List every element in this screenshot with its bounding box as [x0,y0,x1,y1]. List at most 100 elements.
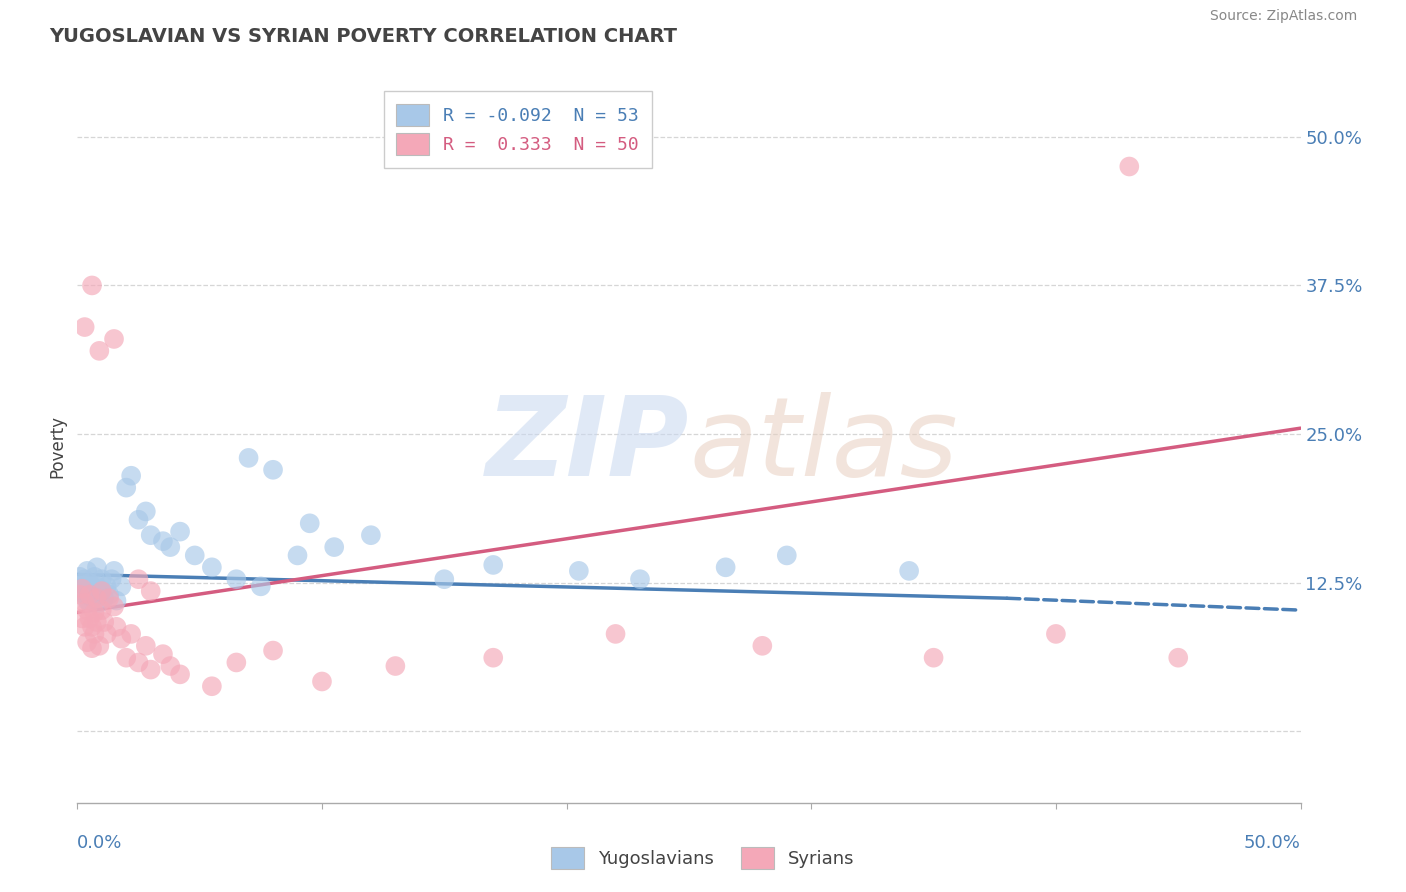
Point [115,650,138,665]
Point [127,513,149,527]
Point [103,332,125,346]
Point [73,572,96,586]
Point [323,540,346,554]
Point [73,320,96,334]
Text: 0.0%: 0.0% [77,834,122,852]
Point [70,575,93,590]
Point [76,593,98,607]
Text: ZIP: ZIP [485,392,689,500]
Point [1167,650,1189,665]
Point [103,564,125,578]
Point [103,599,125,614]
Point [105,593,128,607]
Point [135,504,157,518]
Point [110,579,132,593]
Point [922,650,945,665]
Point [384,659,406,673]
Point [201,679,224,693]
Point [76,635,98,649]
Point [776,549,799,563]
Point [238,450,260,465]
Point [100,572,122,586]
Point [225,656,247,670]
Point [70,582,93,596]
Point [76,564,98,578]
Point [311,674,333,689]
Point [98,591,121,606]
Legend: R = -0.092  N = 53, R =  0.333  N = 50: R = -0.092 N = 53, R = 0.333 N = 50 [384,91,651,168]
Point [159,659,181,673]
Point [360,528,382,542]
Point [70,611,93,625]
Point [79,575,101,590]
Point [714,560,737,574]
Point [169,667,191,681]
Point [262,643,284,657]
Point [898,564,921,578]
Point [83,606,105,620]
Point [90,584,112,599]
Point [79,596,101,610]
Point [127,656,149,670]
Text: 50.0%: 50.0% [1244,834,1301,852]
Point [86,588,108,602]
Point [89,639,111,653]
Point [79,588,101,602]
Y-axis label: Poverty: Poverty [48,415,66,477]
Point [482,558,505,572]
Point [96,579,118,593]
Point [86,579,108,593]
Point [73,579,96,593]
Point [110,632,132,646]
Legend: Yugoslavians, Syrians: Yugoslavians, Syrians [543,838,863,879]
Point [152,647,174,661]
Point [73,588,96,602]
Point [120,468,142,483]
Point [86,560,108,574]
Point [86,591,108,606]
Text: atlas: atlas [689,392,957,500]
Point [80,641,103,656]
Point [287,549,309,563]
Point [83,584,105,599]
Point [89,596,111,610]
Point [76,603,98,617]
Point [184,549,207,563]
Point [139,663,162,677]
Point [628,572,651,586]
Point [73,620,96,634]
Point [152,534,174,549]
Point [80,591,103,606]
Point [1045,627,1067,641]
Point [90,572,112,586]
Point [250,579,273,593]
Point [225,572,247,586]
Point [80,579,103,593]
Point [98,588,121,602]
Point [93,615,115,629]
Point [169,524,191,539]
Point [80,620,103,634]
Point [115,481,138,495]
Point [135,639,157,653]
Point [605,627,627,641]
Point [568,564,591,578]
Point [69,570,91,584]
Point [96,627,118,641]
Point [83,627,105,641]
Point [120,627,142,641]
Point [80,278,103,293]
Point [482,650,505,665]
Point [127,572,149,586]
Point [139,584,162,599]
Point [201,560,224,574]
Point [105,620,128,634]
Text: YUGOSLAVIAN VS SYRIAN POVERTY CORRELATION CHART: YUGOSLAVIAN VS SYRIAN POVERTY CORRELATIO… [49,27,678,45]
Point [751,639,773,653]
Point [159,540,181,554]
Point [90,584,112,599]
Point [93,591,115,606]
Point [90,603,112,617]
Point [139,528,162,542]
Point [262,463,284,477]
